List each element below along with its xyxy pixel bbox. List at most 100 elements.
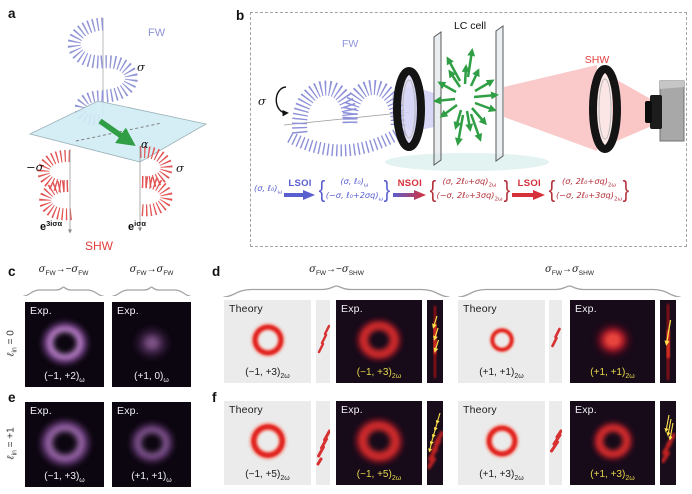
alpha-label: α bbox=[141, 138, 149, 151]
shw-helix-left bbox=[37, 149, 73, 221]
mode-caption: (−1, +5)2ω bbox=[245, 469, 290, 482]
exp-interferogram-strip bbox=[660, 401, 676, 485]
brace-close-icon: } bbox=[622, 176, 630, 203]
lc-director-arrows bbox=[433, 48, 499, 146]
mode-caption: (−1, +3)2ω bbox=[245, 367, 290, 380]
mode-caption: (+1, +3)2ω bbox=[590, 469, 635, 482]
shw-helix-right bbox=[139, 145, 173, 217]
floor-shadow bbox=[385, 153, 549, 171]
panel-f-label: f bbox=[212, 390, 217, 405]
mode-caption: (−1, +3)2ω bbox=[356, 367, 402, 380]
eq-group-3: { (σ, 2ℓ₀+σq)2ω (−σ, 2ℓ₀+3σq)2ω } bbox=[548, 176, 630, 203]
fw-wave-helix bbox=[287, 80, 408, 157]
shw-label: SHW bbox=[85, 239, 114, 253]
exp-interferogram-strip bbox=[427, 300, 443, 383]
soi-equation-row: (σ, ℓ₀)ω LSOI { (σ, ℓ₀)ω (−σ, ℓ₀+2σq)ω }… bbox=[254, 176, 684, 204]
brace-icon bbox=[223, 285, 450, 297]
theory-ring bbox=[245, 419, 290, 464]
image-tag: Theory bbox=[463, 303, 497, 315]
panel-c-label: c bbox=[8, 264, 16, 279]
theory-ring bbox=[247, 319, 288, 360]
lens-1-glass bbox=[402, 79, 416, 139]
vortex-beam-profile bbox=[128, 321, 175, 364]
exp-image: Exp. (−1, +3)ω bbox=[25, 402, 104, 487]
brace-icon bbox=[112, 286, 191, 296]
nsoi-step: NSOI bbox=[392, 179, 427, 201]
panel-d-label: d bbox=[212, 264, 221, 279]
exp-image: Exp. (−1, +5)2ω bbox=[336, 401, 422, 485]
mode-caption: (−1, +2)ω bbox=[44, 371, 85, 384]
exp-image: Exp. (+1, +3)2ω bbox=[570, 401, 655, 485]
shw-beam-focusing bbox=[612, 77, 654, 143]
mode-header: σFW→−σFW bbox=[38, 264, 89, 277]
sigma-top-label: σ bbox=[137, 60, 146, 74]
image-tag: Exp. bbox=[117, 305, 139, 317]
lc-plate-front bbox=[433, 31, 442, 166]
exp-image: Exp. (−1, +3)2ω bbox=[336, 300, 422, 383]
minus-sigma-label: −σ bbox=[26, 160, 45, 174]
lsoi-step-2: LSOI bbox=[512, 179, 546, 201]
lsoi-arrow-icon bbox=[284, 189, 316, 200]
shw-beam-expanding bbox=[504, 65, 597, 151]
camera-icon bbox=[645, 80, 685, 142]
brace-icon bbox=[458, 285, 681, 297]
mode-header: σFW→σSHW bbox=[545, 264, 594, 277]
brace-close-icon: } bbox=[503, 176, 510, 203]
theory-image: Theory (−1, +5)2ω bbox=[224, 401, 311, 485]
spin-circular-arrow-icon bbox=[275, 86, 289, 117]
phase-left-label: e3iσα bbox=[40, 219, 63, 233]
brace-close-icon: } bbox=[383, 176, 391, 203]
exp-image: Exp. (−1, +2)ω bbox=[25, 302, 104, 387]
image-tag: Exp. bbox=[341, 404, 363, 416]
director-axis-dashed bbox=[75, 122, 163, 142]
lsoi-step-1: LSOI bbox=[284, 179, 316, 201]
theory-image: Theory (−1, +3)2ω bbox=[224, 300, 311, 383]
lc-director-arrow bbox=[98, 118, 136, 147]
lc-plate-back bbox=[495, 25, 504, 162]
lsoi-arrow-2-icon bbox=[512, 189, 546, 200]
image-tag: Exp. bbox=[575, 404, 597, 416]
vortex-beam-profile bbox=[35, 315, 94, 370]
panel-b-box: LC cell σ FW bbox=[250, 12, 687, 247]
shw-beam-profile bbox=[584, 414, 641, 469]
brace-icon bbox=[23, 286, 104, 296]
eq-group-2: { (σ, 2ℓ₀+σq)2ω (−σ, 2ℓ₀+3σq)2ω } bbox=[429, 176, 510, 203]
panel-b-label: b bbox=[236, 8, 245, 23]
mode-caption: (+1, +1)ω bbox=[131, 471, 172, 484]
image-tag: Theory bbox=[229, 303, 263, 315]
image-tag: Exp. bbox=[117, 405, 139, 417]
sigma-spin-label: σ bbox=[258, 94, 267, 108]
exp-interferogram-strip bbox=[427, 401, 443, 485]
mode-caption: (−1, +3)ω bbox=[44, 471, 85, 484]
theory-ring bbox=[486, 324, 517, 355]
shw-beam-profile bbox=[588, 317, 637, 362]
exp-image: Exp. (+1, +1)ω bbox=[112, 402, 191, 487]
eq-input: (σ, ℓ₀)ω bbox=[254, 183, 283, 197]
theory-fringe-strip bbox=[316, 401, 330, 485]
input-charge-label: ℓin = +1 bbox=[5, 427, 19, 460]
nsoi-arrow-icon bbox=[392, 189, 426, 200]
setup-diagram: LC cell σ FW bbox=[258, 20, 685, 171]
vortex-beam-profile bbox=[33, 413, 96, 472]
mode-header: σFW→−σSHW bbox=[309, 264, 364, 277]
theory-ring bbox=[481, 421, 522, 462]
mode-caption: (−1, +5)2ω bbox=[356, 469, 402, 482]
theory-image: Theory (+1, +3)2ω bbox=[458, 401, 545, 485]
shw-beam-profile bbox=[351, 313, 407, 366]
theory-fringe-strip bbox=[549, 401, 562, 485]
panel-e-label: e bbox=[8, 390, 16, 405]
mode-caption: (+1, +1)2ω bbox=[590, 367, 635, 380]
image-tag: Exp. bbox=[575, 303, 597, 315]
image-tag: Theory bbox=[229, 404, 263, 416]
image-tag: Theory bbox=[463, 404, 497, 416]
image-tag: Exp. bbox=[30, 305, 52, 317]
lens-2-glass bbox=[598, 78, 612, 140]
shw-beam-label: SHW bbox=[585, 54, 610, 66]
exp-interferogram-strip bbox=[660, 300, 676, 383]
fw-beam-label: FW bbox=[342, 38, 358, 50]
shw-beam-profile bbox=[343, 407, 415, 475]
theory-fringe-strip bbox=[316, 300, 330, 383]
panel-a-label: a bbox=[8, 6, 16, 21]
eq-group-1: { (σ, ℓ₀)ω (−σ, ℓ₀+2σq)ω } bbox=[318, 176, 391, 203]
